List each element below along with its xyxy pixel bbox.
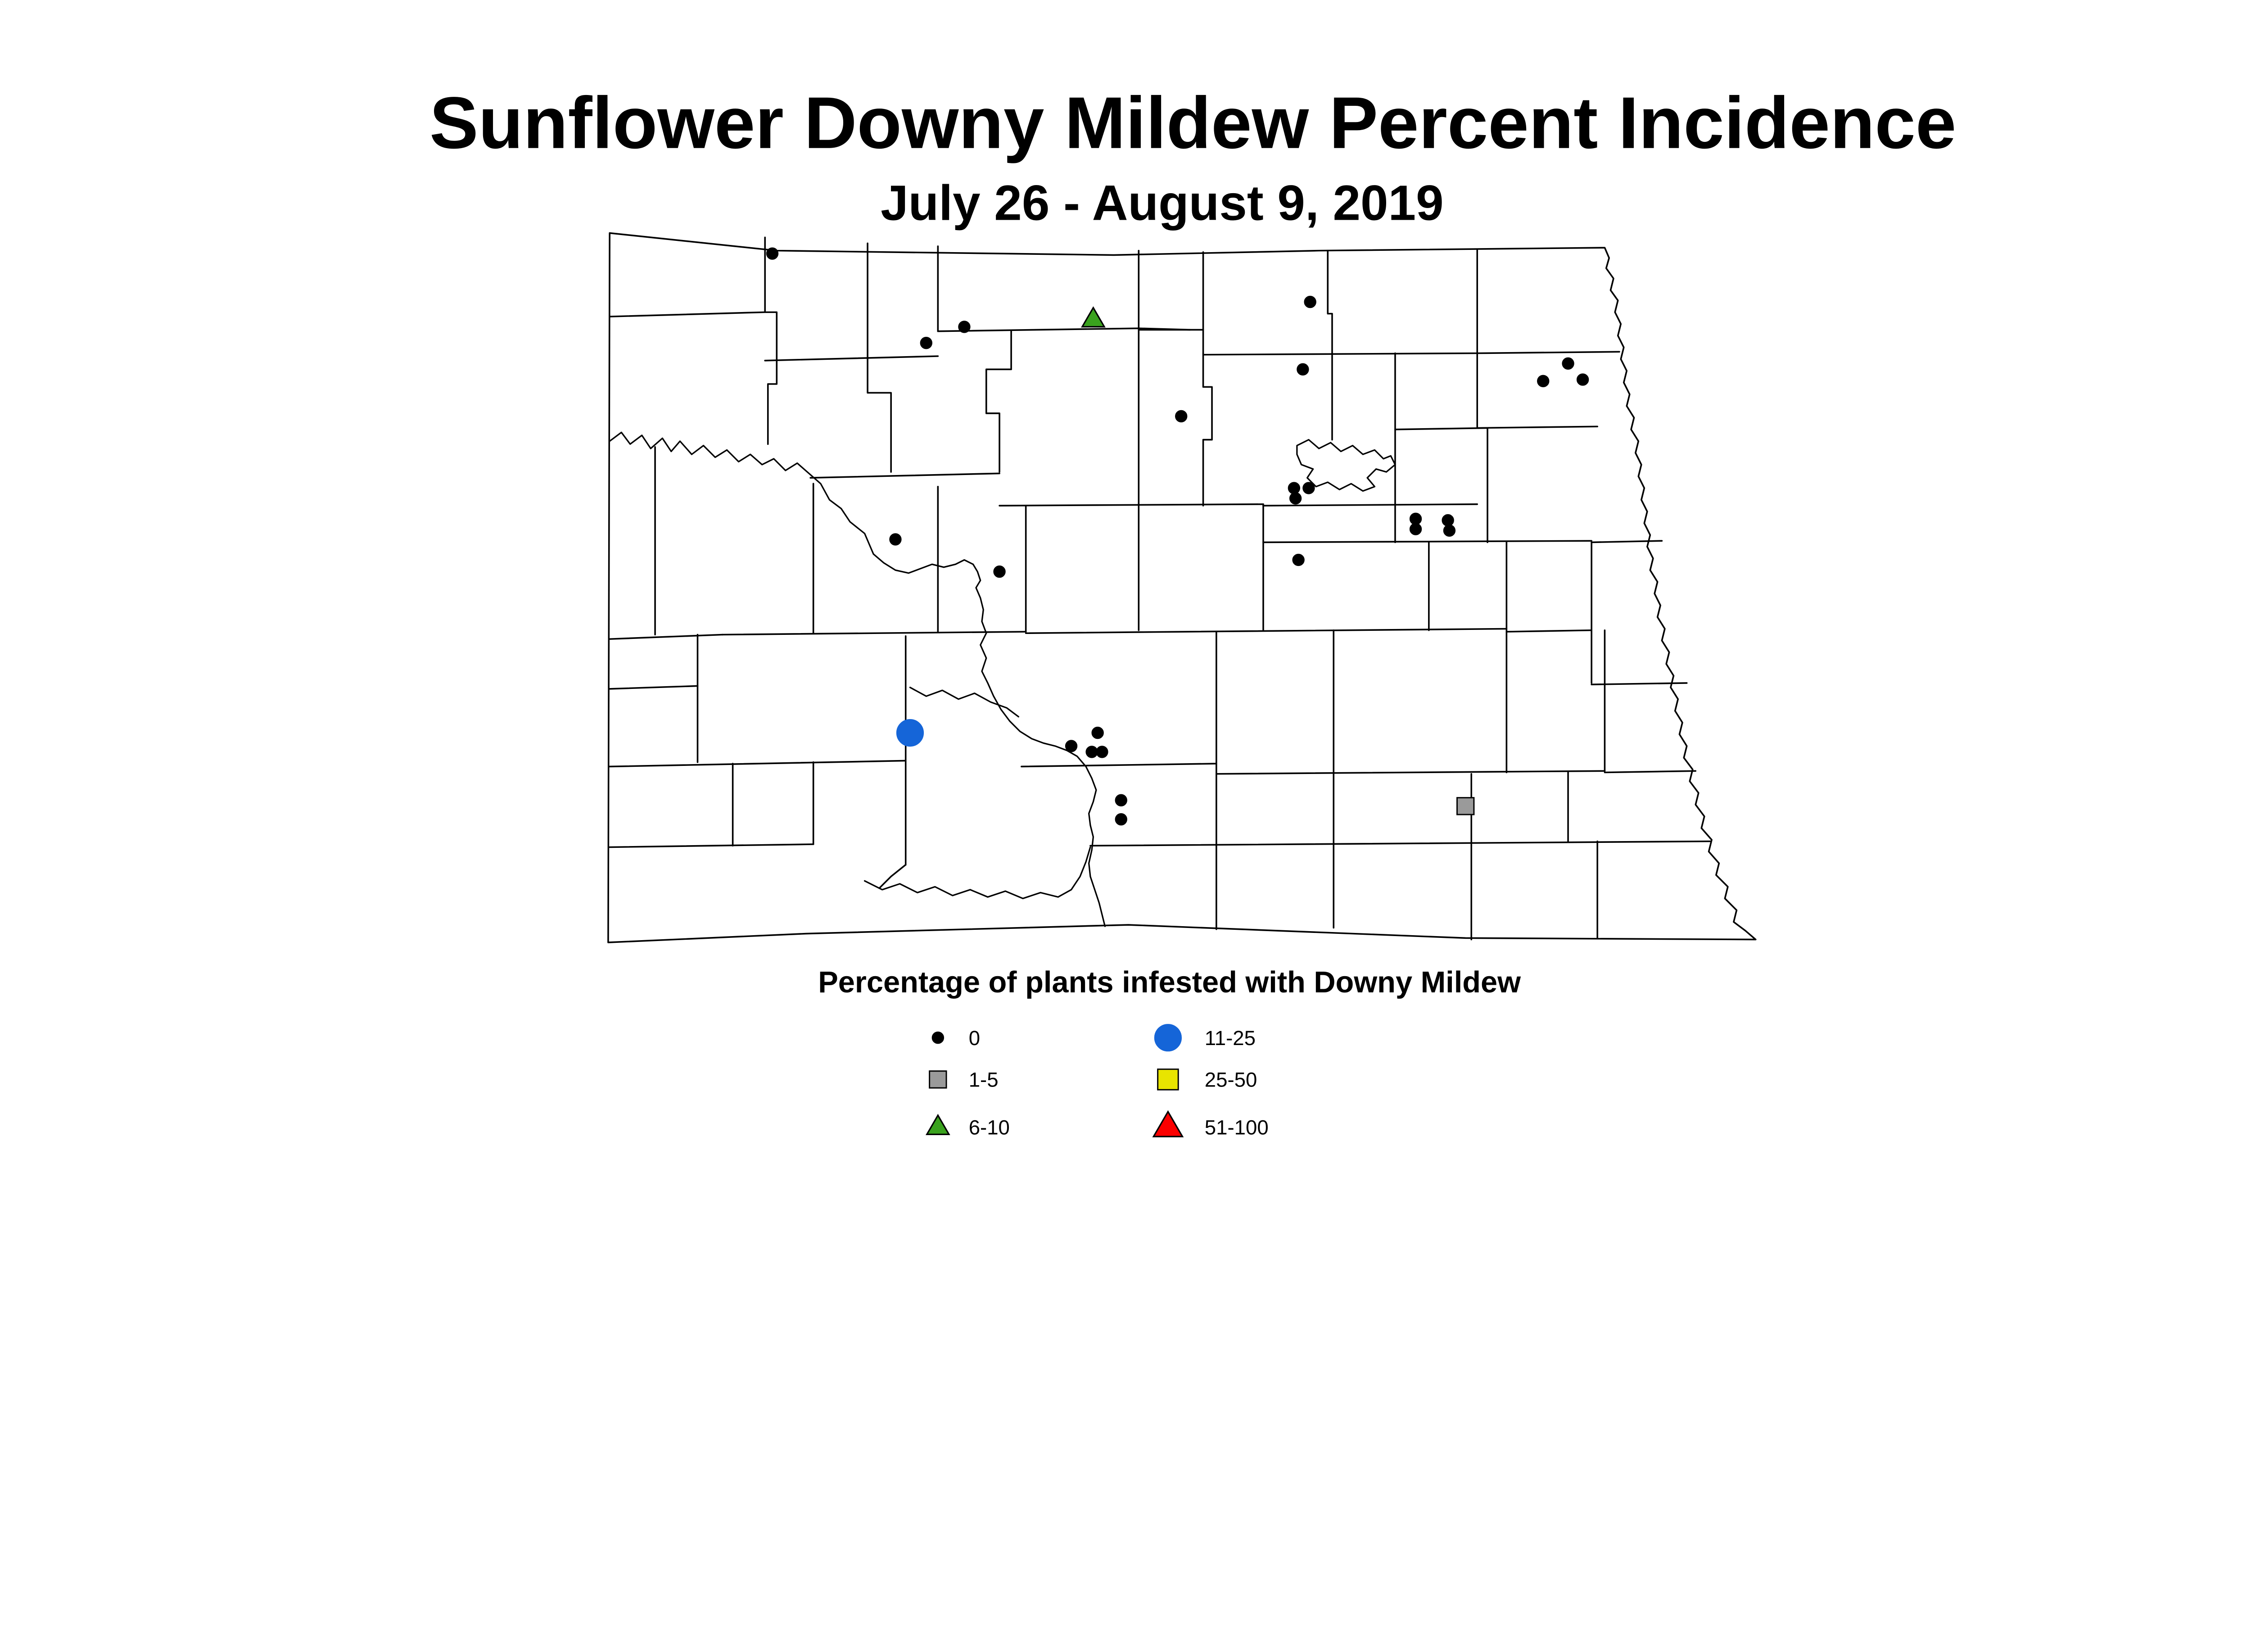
legend-label: 11-25 <box>1205 1027 1256 1050</box>
map-marker <box>1292 553 1305 566</box>
map-markers <box>766 247 1589 826</box>
map-marker <box>993 565 1006 578</box>
legend-square-icon <box>1157 1068 1179 1091</box>
map-marker <box>1576 373 1589 386</box>
map-marker <box>766 247 779 260</box>
legend-label: 0 <box>969 1027 980 1050</box>
legend-label: 6-10 <box>969 1116 1010 1139</box>
legend-title: Percentage of plants infested with Downy… <box>818 966 1521 999</box>
legend-triangle-icon <box>925 1113 950 1135</box>
map-marker <box>1289 492 1302 505</box>
page-subtitle: July 26 - August 9, 2019 <box>881 175 1444 231</box>
map-marker <box>1115 813 1127 826</box>
map-marker <box>1085 746 1098 758</box>
map-marker <box>1456 797 1475 815</box>
devils-lake <box>1296 439 1396 492</box>
river-lines <box>609 431 1396 927</box>
map-marker <box>889 533 902 546</box>
legend-triangle-icon <box>1152 1110 1184 1137</box>
map-marker <box>1302 482 1315 494</box>
map-marker <box>1096 746 1108 758</box>
map-marker <box>1409 512 1422 525</box>
nd-downy-mildew-map: Sunflower Downy Mildew Percent Incidence… <box>429 82 1956 1139</box>
county-boundaries <box>609 236 1711 941</box>
map-figure: Sunflower Downy Mildew Percent Incidence… <box>429 82 1956 1139</box>
map-marker <box>1409 523 1422 535</box>
map-marker <box>958 321 971 333</box>
map-marker <box>1537 375 1550 388</box>
heart-river <box>909 687 1019 718</box>
map-marker <box>1288 482 1301 494</box>
map-marker <box>1442 514 1454 527</box>
map-marker <box>1304 295 1316 308</box>
map-marker <box>1175 410 1188 423</box>
map-marker <box>1443 524 1456 537</box>
map-marker <box>1091 726 1104 739</box>
missouri-river <box>609 431 1106 927</box>
map-marker <box>920 337 932 349</box>
state-outline <box>607 232 1757 943</box>
legend-label: 51-100 <box>1205 1116 1269 1139</box>
legend: 0 1-5 6-10 11-25 25-50 51-100 <box>925 1024 1269 1139</box>
legend-label: 25-50 <box>1205 1068 1257 1091</box>
map-marker <box>1065 740 1078 752</box>
page-title: Sunflower Downy Mildew Percent Incidence <box>429 82 1956 164</box>
legend-label: 1-5 <box>969 1068 999 1091</box>
map-marker <box>896 719 924 747</box>
map-marker <box>1081 306 1106 328</box>
legend-square-icon <box>929 1070 947 1089</box>
map-marker <box>1562 357 1574 370</box>
legend-circle-icon <box>1154 1024 1182 1052</box>
map-marker <box>1115 794 1127 807</box>
cannonball-river <box>863 846 1091 900</box>
legend-dot-icon <box>931 1032 945 1044</box>
map-marker <box>1297 363 1309 376</box>
